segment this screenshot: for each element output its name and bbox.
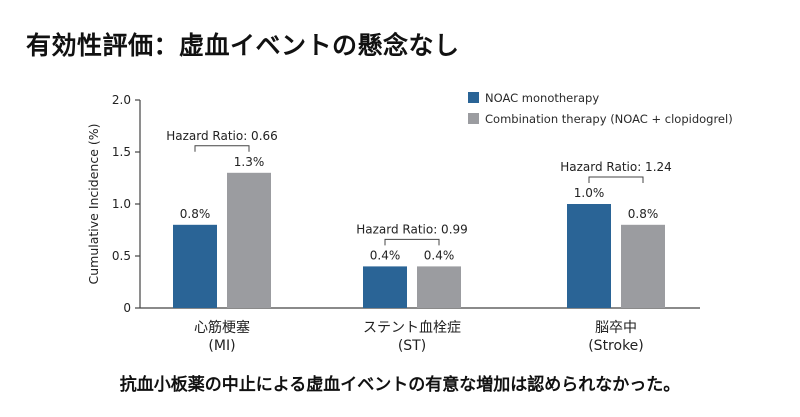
bar-combination bbox=[621, 224, 665, 308]
category-label: 脳卒中 bbox=[595, 320, 637, 336]
legend-swatch bbox=[468, 92, 479, 103]
legend-swatch bbox=[468, 113, 479, 124]
y-tick-label: 1.5 bbox=[112, 145, 131, 159]
category-sublabel: (Stroke) bbox=[588, 338, 644, 354]
category-sublabel: (MI) bbox=[208, 338, 235, 354]
y-axis-label: Cumulative Incidence (%) bbox=[86, 124, 101, 285]
slide-title: 有効性評価：虚血イベントの懸念なし bbox=[26, 31, 460, 60]
bar-noac bbox=[363, 266, 407, 308]
conclusion-text: 抗血小板薬の中止による虚血イベントの有意な増加は認められなかった。 bbox=[119, 375, 681, 395]
hazard-ratio-label: Hazard Ratio: 0.99 bbox=[356, 222, 468, 236]
bar-value-label: 0.8% bbox=[180, 207, 211, 221]
bar-noac bbox=[173, 224, 217, 308]
hazard-ratio-bracket bbox=[588, 176, 644, 183]
bar-value-label: 1.0% bbox=[574, 186, 605, 200]
chart-legend: NOAC monotherapy Combination therapy (NOA… bbox=[468, 88, 733, 130]
bar-combination bbox=[417, 266, 461, 308]
legend-label: Combination therapy (NOAC + clopidogrel) bbox=[485, 111, 733, 126]
legend-item: NOAC monotherapy bbox=[468, 88, 733, 107]
hazard-ratio-label: Hazard Ratio: 0.66 bbox=[166, 129, 278, 143]
y-tick-label: 0 bbox=[123, 301, 131, 315]
y-tick-label: 0.5 bbox=[112, 249, 131, 263]
category-label: ステント血栓症 bbox=[363, 320, 461, 336]
hazard-ratio-bracket bbox=[384, 238, 440, 246]
hazard-ratio-bracket bbox=[194, 145, 250, 152]
bar-combination bbox=[227, 172, 271, 308]
legend-label: NOAC monotherapy bbox=[485, 90, 600, 105]
bar-value-label: 0.4% bbox=[424, 248, 455, 262]
category-sublabel: (ST) bbox=[398, 338, 426, 354]
bar-noac bbox=[567, 204, 611, 308]
category-label: 心筋梗塞 bbox=[194, 319, 250, 336]
bar-value-label: 1.3% bbox=[234, 155, 265, 169]
y-tick-label: 1.0 bbox=[112, 197, 131, 211]
bar-value-label: 0.8% bbox=[628, 207, 659, 221]
hazard-ratio-label: Hazard Ratio: 1.24 bbox=[560, 160, 672, 174]
y-tick-label: 2.0 bbox=[112, 93, 131, 107]
legend-item: Combination therapy (NOAC + clopidogrel) bbox=[468, 109, 733, 128]
bar-value-label: 0.4% bbox=[370, 248, 401, 262]
